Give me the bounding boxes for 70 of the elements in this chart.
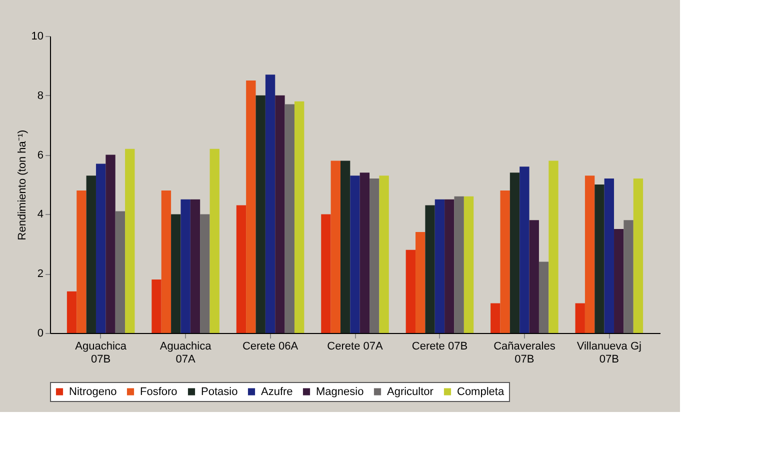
x-tick-label: Aguachica 07A (160, 340, 212, 366)
legend-label: Azufre (261, 386, 293, 398)
bar (66, 291, 77, 333)
bar (614, 229, 624, 333)
legend-label: Completa (457, 386, 505, 398)
x-tick-label: Cañaverales 07B (494, 340, 556, 366)
bar (350, 176, 360, 333)
bar (575, 303, 585, 333)
y-tick-label: 8 (37, 90, 44, 102)
bar (490, 303, 500, 333)
bar (190, 199, 200, 333)
bar (624, 220, 634, 333)
bar (425, 205, 435, 333)
bar (594, 184, 604, 333)
bar (275, 95, 285, 333)
bar (321, 214, 331, 333)
x-tick-label: Aguachica 07B (75, 340, 128, 366)
bar (379, 176, 389, 333)
bar (86, 176, 96, 333)
bar (246, 80, 256, 333)
bar (548, 160, 558, 333)
bar (454, 196, 464, 333)
bar (604, 178, 614, 333)
y-axis-title: Rendimiento (ton ha⁻¹) (16, 130, 28, 240)
bar (330, 160, 340, 333)
bar (265, 74, 276, 333)
bar (584, 176, 595, 333)
bar (633, 178, 644, 333)
bar (464, 196, 474, 333)
bar (180, 199, 190, 333)
y-tick-label: 0 (37, 328, 44, 340)
bar (115, 211, 126, 333)
bar (76, 190, 86, 333)
bar (510, 172, 520, 333)
x-tick-label: Cerete 07B (412, 340, 468, 352)
bar (171, 214, 181, 333)
bar (152, 280, 162, 333)
legend-label: Fosforo (140, 386, 178, 398)
legend-label: Nitrogeno (69, 386, 117, 398)
y-tick-label: 2 (37, 268, 44, 280)
legend-label: Potasio (201, 386, 238, 398)
bar (360, 172, 370, 333)
x-tick-label: Cerete 06A (242, 340, 299, 352)
bar (529, 220, 539, 333)
bar (406, 250, 416, 333)
y-tick-label: 10 (31, 30, 44, 42)
bar (106, 154, 116, 333)
bar (96, 164, 106, 333)
bar (434, 199, 445, 333)
bar (500, 190, 510, 333)
y-tick-label: 4 (37, 208, 44, 221)
x-tick-label: Cerete 07A (327, 340, 384, 352)
bar (294, 101, 304, 333)
bar (340, 160, 350, 333)
bar (161, 190, 172, 333)
bar (125, 148, 135, 333)
legend-label: Magnesio (316, 386, 364, 398)
bar (236, 205, 246, 333)
legend-label: Agricultor (387, 386, 434, 398)
bar (416, 232, 426, 333)
bar (256, 95, 266, 333)
bar (520, 166, 530, 333)
bar (200, 214, 210, 333)
bar (370, 178, 380, 333)
x-tick-label: Villanueva Gj 07B (576, 340, 642, 366)
y-tick-label: 6 (37, 149, 44, 162)
bar (284, 104, 294, 333)
bar (538, 262, 549, 333)
bar (210, 148, 220, 333)
bar (444, 199, 454, 333)
